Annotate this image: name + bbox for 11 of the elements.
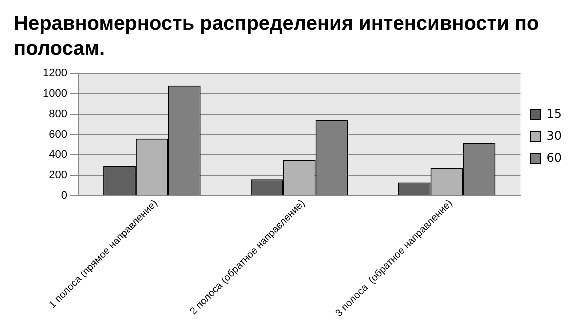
y-tick-label: 0	[61, 190, 68, 202]
chart-title: Неравномерность распределения интенсивности по полосам.	[14, 12, 540, 62]
y-tick-label: 1200	[42, 68, 68, 80]
y-tick-label: 200	[49, 170, 68, 182]
y-tick-label: 400	[49, 149, 68, 162]
y-tick-label: 600	[49, 128, 68, 141]
legend-label: 60	[546, 151, 562, 166]
y-tick-label: 800	[49, 108, 68, 120]
y-tick-label: 1000	[42, 88, 68, 100]
legend-label: 15	[546, 107, 562, 122]
legend-label: 30	[546, 129, 562, 144]
